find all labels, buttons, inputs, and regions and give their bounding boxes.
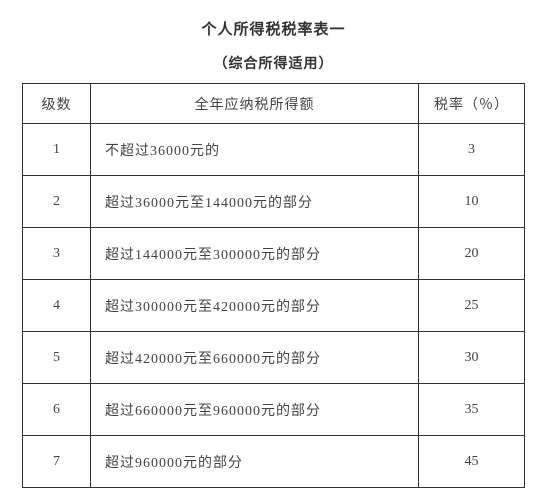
table-row: 6 超过660000元至960000元的部分 35	[23, 384, 525, 436]
table-header-row: 级数 全年应纳税所得额 税率（％）	[23, 84, 525, 124]
sub-title: （综合所得适用）	[22, 53, 525, 73]
cell-level: 3	[23, 228, 91, 280]
tax-rate-table: 级数 全年应纳税所得额 税率（％） 1 不超过36000元的 3 2 超过360…	[22, 83, 525, 488]
cell-description: 超过36000元至144000元的部分	[91, 176, 419, 228]
cell-rate: 20	[419, 228, 525, 280]
header-rate: 税率（％）	[419, 84, 525, 124]
table-row: 5 超过420000元至660000元的部分 30	[23, 332, 525, 384]
table-row: 7 超过960000元的部分 45	[23, 436, 525, 488]
cell-description: 超过420000元至660000元的部分	[91, 332, 419, 384]
cell-rate: 30	[419, 332, 525, 384]
cell-level: 5	[23, 332, 91, 384]
cell-rate: 45	[419, 436, 525, 488]
main-title: 个人所得税税率表一	[22, 18, 525, 39]
header-level: 级数	[23, 84, 91, 124]
cell-level: 4	[23, 280, 91, 332]
cell-description: 超过300000元至420000元的部分	[91, 280, 419, 332]
cell-description: 超过960000元的部分	[91, 436, 419, 488]
table-row: 4 超过300000元至420000元的部分 25	[23, 280, 525, 332]
cell-level: 2	[23, 176, 91, 228]
table-row: 2 超过36000元至144000元的部分 10	[23, 176, 525, 228]
title-block: 个人所得税税率表一 （综合所得适用）	[22, 18, 525, 73]
cell-description: 不超过36000元的	[91, 124, 419, 176]
cell-rate: 10	[419, 176, 525, 228]
table-row: 3 超过144000元至300000元的部分 20	[23, 228, 525, 280]
cell-level: 6	[23, 384, 91, 436]
cell-rate: 3	[419, 124, 525, 176]
table-row: 1 不超过36000元的 3	[23, 124, 525, 176]
cell-level: 7	[23, 436, 91, 488]
cell-level: 1	[23, 124, 91, 176]
cell-description: 超过660000元至960000元的部分	[91, 384, 419, 436]
header-description: 全年应纳税所得额	[91, 84, 419, 124]
cell-description: 超过144000元至300000元的部分	[91, 228, 419, 280]
cell-rate: 25	[419, 280, 525, 332]
cell-rate: 35	[419, 384, 525, 436]
